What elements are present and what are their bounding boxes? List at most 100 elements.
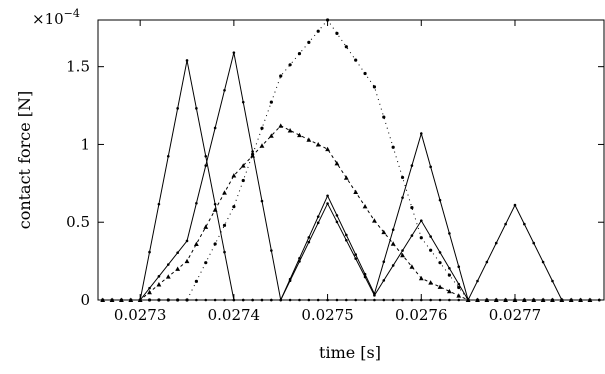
series-5-marker [382,115,386,119]
series-2-marker [410,164,414,167]
series-4-marker [353,189,359,195]
series-1-marker [157,202,161,206]
series-3-marker [457,282,461,286]
series-5-marker [213,242,217,246]
series-2-marker [270,249,273,252]
series-2-marker [260,199,264,203]
series-4-marker [390,241,396,246]
series-2-marker [176,251,179,255]
series-2-marker [213,126,217,130]
series-4-marker [147,289,152,295]
series-5-marker [269,100,273,104]
series-5-marker [222,223,227,227]
series-2-marker [457,265,461,269]
series-2-marker [448,232,451,235]
series-3-marker [345,238,348,242]
series-3-marker [288,279,292,283]
series-4-marker [334,161,340,166]
series-2-marker [382,260,386,264]
series-4-marker [259,143,265,148]
axes-frame [97,19,605,301]
x-tick-label: 0.0274 [208,306,261,324]
series-2 [101,51,601,302]
series-4-marker [231,173,237,178]
series-2-marker [223,89,226,92]
series-5-marker [419,236,423,240]
series-3-marker [326,202,329,205]
series-1-marker [185,59,189,62]
series-4-marker [428,280,434,285]
series-3-marker [307,240,311,244]
series-1-marker [223,250,226,254]
plot-frame [97,19,605,301]
series-2-marker [195,201,198,205]
series-4-marker [400,252,405,258]
series-3-marker [523,222,526,226]
y-tick-label: 1.5 [66,58,90,76]
series-3-marker [391,264,395,267]
series-5-marker [372,85,377,89]
y-multiplier-base: ×10 [32,10,64,28]
x-tick-label: 0.0273 [114,306,167,324]
y-axis-label: contact force [N] [15,91,34,230]
series-2-marker [316,215,320,218]
y-tick-label: 0.5 [66,213,90,231]
series-5-marker [363,71,367,76]
series-4-marker [315,142,321,147]
series-4-marker [409,264,415,269]
series-4-marker [278,123,284,128]
series-5-marker [316,29,320,33]
series-5-marker [297,52,302,56]
tick-marks [98,20,604,301]
x-tick-label: 0.0276 [395,306,448,324]
series-1-marker [204,154,208,158]
series-5-marker [410,206,414,210]
series-3-marker [448,266,451,270]
series-2-marker [185,239,189,243]
series-2-marker [401,196,404,199]
series-2-marker [354,253,357,256]
series-3-marker [316,221,320,225]
series-2-line [102,52,600,302]
series-2-marker [419,132,423,135]
series-4-marker [381,229,387,235]
series-5-marker [344,45,348,49]
series-3-marker [494,241,498,245]
x-axis-label: time [s] [319,343,381,362]
series-3-marker [429,235,432,238]
series-2-marker [391,228,395,231]
series-5-marker [279,74,283,78]
series-1 [101,59,601,302]
series-4-marker [437,284,443,289]
y-tick-label: 1 [80,135,90,153]
tick-labels: 0.0273 0.0274 0.0275 0.0276 0.0277 0 0.5 1 1.5 [66,58,541,324]
series-2-marker [157,275,161,278]
series-2-marker [326,194,329,198]
series-3-marker [373,294,376,297]
series-5-marker [391,145,395,149]
series-4-marker [193,241,199,246]
series-4-marker [268,133,274,138]
series-4-marker [343,175,349,180]
series-5-marker [232,205,236,209]
series-4-marker [362,203,368,209]
x-tick-label: 0.0277 [489,306,542,324]
series-3-marker [476,279,479,283]
series-2-marker [204,164,208,167]
series-2-marker [148,286,151,290]
series-3-marker [532,241,536,245]
series-1-marker [148,250,151,254]
series-5-marker [400,175,405,180]
series-4-line [102,125,600,301]
series-5-marker [307,40,311,45]
series-1-marker [166,154,170,158]
series-3-marker [551,279,554,283]
series-2-marker [251,150,254,153]
series-4-marker [156,282,162,287]
y-tick-label: 0 [80,291,90,309]
series-5-marker [288,63,292,67]
series-5-line [102,19,600,301]
series-4-marker [372,218,377,223]
series-5-marker [447,273,451,277]
series-1-marker [213,202,217,206]
